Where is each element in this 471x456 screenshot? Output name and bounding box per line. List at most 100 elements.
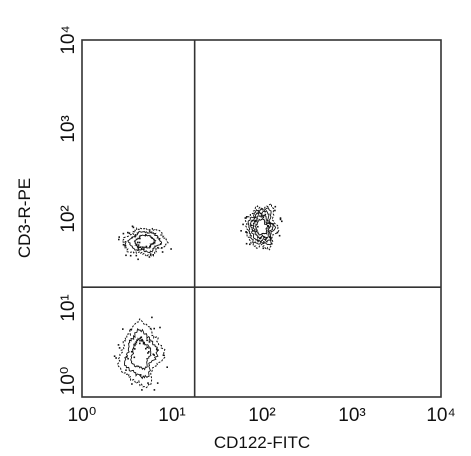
plot-frame xyxy=(81,39,442,398)
event-dot xyxy=(118,236,120,238)
x-tick-label-2: 10² xyxy=(248,405,275,426)
event-dot xyxy=(152,353,155,356)
event-dot xyxy=(148,341,151,343)
event-dot xyxy=(156,382,159,384)
event-dot xyxy=(118,347,121,349)
contour-population-3-level-5 xyxy=(254,217,269,236)
event-dot xyxy=(240,230,242,232)
y-tick-label-2: 10² xyxy=(58,205,79,232)
event-dot xyxy=(256,239,259,242)
event-dot xyxy=(113,355,116,357)
event-dot xyxy=(153,241,155,244)
event-dot xyxy=(279,218,282,221)
event-dot xyxy=(263,241,265,243)
event-dot xyxy=(263,236,266,238)
event-dot xyxy=(258,210,260,213)
event-dot xyxy=(115,357,117,359)
event-dot xyxy=(161,247,163,249)
event-dot xyxy=(143,248,145,250)
event-dot xyxy=(281,220,283,223)
event-dot xyxy=(148,230,151,232)
event-dot xyxy=(135,254,138,257)
event-dot xyxy=(134,348,136,350)
contour-population-1-level-3 xyxy=(133,234,157,249)
event-dot xyxy=(147,382,149,384)
event-dot xyxy=(264,213,267,216)
event-dot xyxy=(245,216,248,218)
event-dot xyxy=(269,222,272,225)
event-dot xyxy=(153,354,155,356)
event-dot xyxy=(157,246,159,249)
event-dot xyxy=(170,248,172,250)
x-axis-label: CD122-FITC xyxy=(214,433,310,452)
event-dot xyxy=(117,344,120,346)
event-dot xyxy=(139,374,142,376)
event-dot xyxy=(149,253,152,255)
event-dot xyxy=(268,226,270,228)
event-dot xyxy=(252,230,254,232)
event-dot xyxy=(261,214,263,216)
event-dot xyxy=(146,346,148,349)
event-dot xyxy=(122,243,125,246)
x-tick-label-3: 10³ xyxy=(338,405,365,426)
contour-lines xyxy=(113,203,283,391)
event-dot xyxy=(153,389,156,391)
event-dot xyxy=(249,243,251,246)
event-dot xyxy=(131,225,134,228)
event-dot xyxy=(166,366,168,368)
y-tick-label-4: 10⁴ xyxy=(58,25,79,54)
event-dot xyxy=(137,246,140,249)
event-dot xyxy=(148,256,151,258)
event-dot xyxy=(125,369,127,371)
x-tick-label-4: 10⁴ xyxy=(426,405,455,426)
event-dot xyxy=(265,237,268,239)
event-dot xyxy=(127,357,129,360)
event-dot xyxy=(136,241,139,244)
event-dot xyxy=(132,226,135,229)
event-dot xyxy=(124,244,127,247)
event-dot xyxy=(139,342,141,345)
contour-population-2-level-3 xyxy=(130,336,152,371)
event-dot xyxy=(141,340,143,342)
event-dot xyxy=(130,350,133,353)
event-dot xyxy=(251,219,254,222)
contour-population-1-level-2 xyxy=(127,230,163,254)
event-dot xyxy=(139,237,141,240)
event-dot xyxy=(139,339,141,342)
event-dot xyxy=(152,242,155,245)
event-dot xyxy=(160,243,162,245)
event-dot xyxy=(152,254,154,256)
event-dot xyxy=(128,232,131,234)
event-dot xyxy=(129,328,132,331)
event-dot xyxy=(156,348,158,350)
event-dot xyxy=(161,251,164,253)
event-dot xyxy=(245,242,248,245)
event-dot xyxy=(137,248,140,250)
event-dot xyxy=(139,246,142,248)
event-dot xyxy=(274,205,277,208)
event-dot xyxy=(274,209,276,212)
event-dot xyxy=(127,231,129,234)
event-dot xyxy=(242,223,244,226)
event-dot xyxy=(162,354,165,356)
event-dot xyxy=(133,356,136,359)
event-dot xyxy=(145,245,148,248)
event-dot xyxy=(126,356,128,358)
event-dot xyxy=(149,245,151,248)
y-axis-label: CD3-R-PE xyxy=(15,178,34,258)
event-dot xyxy=(259,237,262,240)
event-dot xyxy=(262,247,265,250)
event-dot xyxy=(131,383,133,385)
event-dot xyxy=(269,236,271,238)
event-dot xyxy=(254,219,257,222)
event-dot xyxy=(246,231,248,234)
event-dot xyxy=(151,316,153,319)
event-dot xyxy=(118,238,120,241)
x-tick-label-1: 10¹ xyxy=(158,405,185,426)
event-dot xyxy=(146,339,148,342)
event-dot xyxy=(131,236,133,239)
event-dot xyxy=(244,217,247,219)
event-dot xyxy=(257,225,259,228)
event-dot xyxy=(259,212,262,215)
event-dot xyxy=(142,342,145,345)
